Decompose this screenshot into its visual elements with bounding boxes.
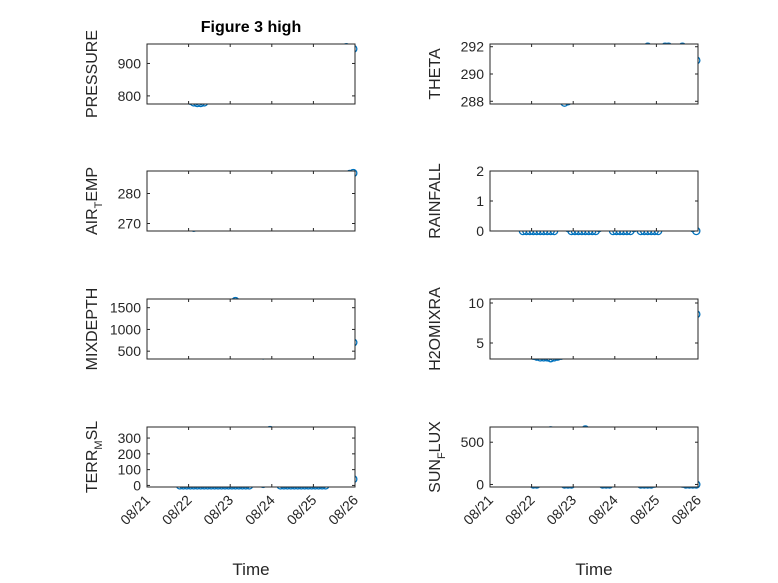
y-axis-label: SUNFLUX (427, 421, 448, 493)
y-tick-label: 290 (461, 66, 485, 82)
subplot-5: 500 1000 1500 MIXDEPTH (84, 288, 358, 371)
x-tick-label: 08/25 (626, 492, 662, 528)
axis-box (146, 426, 356, 488)
y-tick-label: 0 (133, 477, 141, 493)
y-axis-label: RAINFALL (427, 163, 444, 239)
y-tick-label: 300 (118, 430, 142, 446)
chart-title: Figure 3 high (201, 19, 301, 36)
x-tick-label: 08/21 (460, 492, 496, 528)
y-axis-label: AIRTEMP (84, 167, 105, 235)
subplot-2: 288 290 292 THETA (427, 39, 701, 109)
x-axis-label: Time (232, 560, 269, 579)
x-axis-label: Time (575, 560, 612, 579)
axis-box (489, 43, 699, 105)
x-tick-label: 08/22 (159, 492, 195, 528)
x-tick-label: 08/23 (200, 492, 236, 528)
y-tick-label: 292 (461, 39, 485, 55)
y-axis-label: H2OMIXRA (427, 287, 444, 371)
subplot-3: 270 280 AIRTEMP (84, 167, 358, 235)
x-tick-label: 08/25 (283, 492, 319, 528)
axis-box (146, 170, 356, 232)
y-tick-label: 0 (476, 223, 484, 239)
axis-box (146, 298, 356, 360)
x-tick-label: 08/26 (325, 492, 361, 528)
y-tick-label: 1 (476, 193, 484, 209)
axis-box (489, 426, 699, 488)
axis-box (489, 298, 699, 360)
y-tick-label: 1000 (110, 321, 141, 337)
y-tick-label: 200 (118, 446, 142, 462)
y-tick-label: 500 (461, 434, 485, 450)
axis-box (146, 43, 356, 105)
y-tick-label: 1500 (110, 300, 141, 316)
y-tick-label: 5 (476, 335, 484, 351)
y-axis-label: TERRMSL (84, 421, 105, 493)
y-axis-label: PRESSURE (84, 30, 101, 118)
y-tick-label: 0 (476, 476, 484, 492)
subplot-4: 0 1 2 RAINFALL (427, 163, 701, 239)
subplot-8: 0 500 08/21 08/22 08/23 08/24 08/25 08/26 SUNFLU… (427, 421, 704, 579)
subplot-1: 800 900 PRESSURE Figure 3 high (84, 19, 358, 118)
x-tick-label: 08/26 (668, 492, 704, 528)
x-tick-label: 08/24 (242, 492, 278, 528)
y-axis-label: MIXDEPTH (84, 288, 101, 371)
y-axis-label: THETA (427, 48, 444, 100)
y-tick-label: 2 (476, 163, 484, 179)
y-tick-label: 800 (118, 88, 142, 104)
x-tick-label: 08/22 (502, 492, 538, 528)
subplot-6: 5 10 H2OMIXRA (427, 287, 701, 371)
y-tick-label: 100 (118, 462, 142, 478)
y-tick-label: 280 (118, 186, 142, 202)
y-tick-label: 10 (468, 295, 484, 311)
x-tick-label: 08/24 (585, 492, 621, 528)
axis-box (489, 170, 699, 232)
x-tick-label: 08/23 (543, 492, 579, 528)
y-tick-label: 288 (461, 93, 485, 109)
y-tick-label: 500 (118, 343, 142, 359)
x-tick-label: 08/21 (117, 492, 153, 528)
y-tick-label: 900 (118, 55, 142, 71)
y-tick-label: 270 (118, 216, 142, 232)
